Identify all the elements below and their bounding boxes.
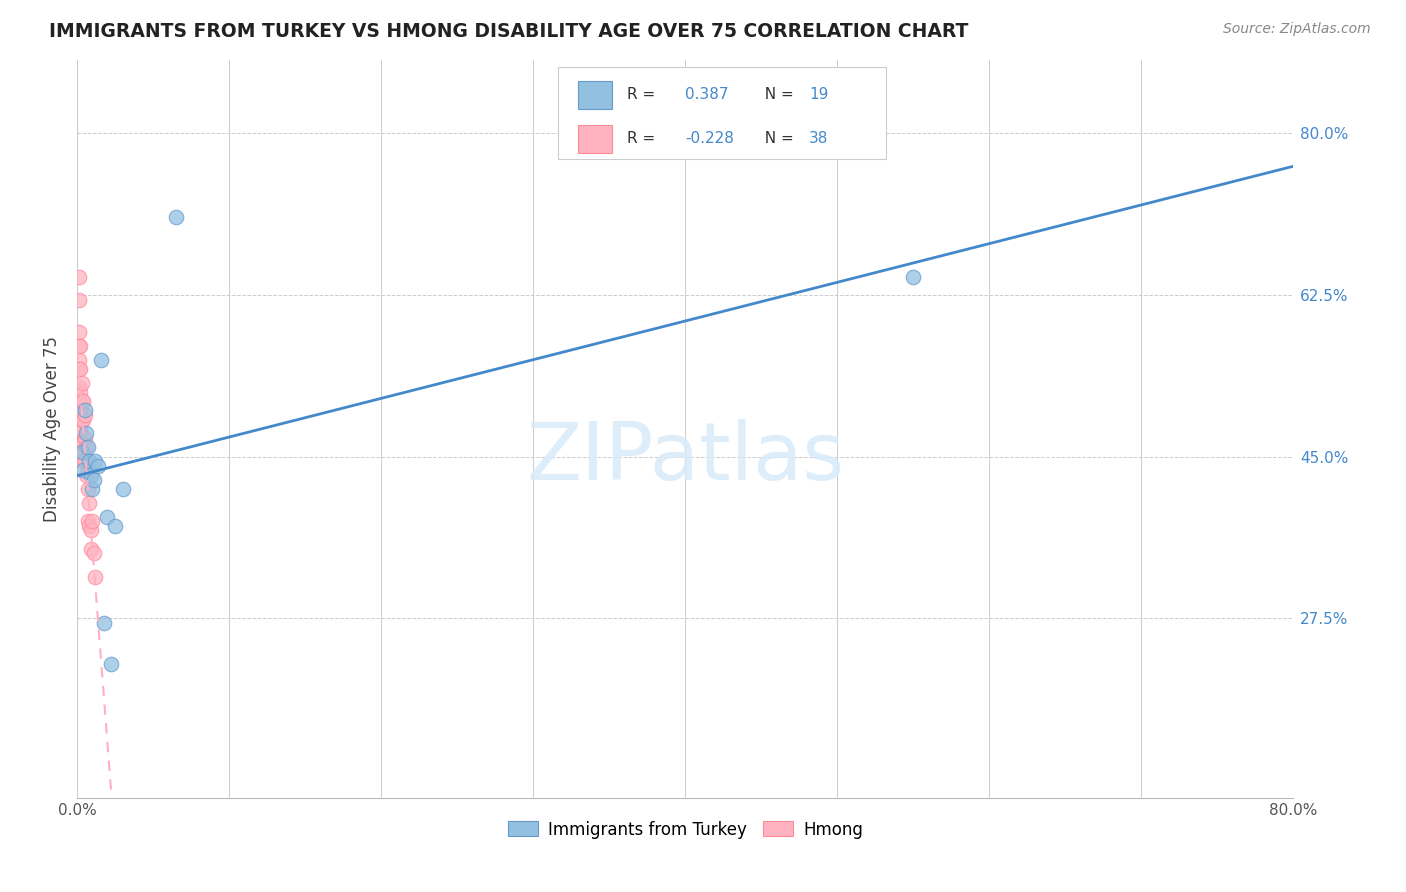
Point [77, 518, 100, 533]
Text: Source: ZipAtlas.com: Source: ZipAtlas.com [1223, 22, 1371, 37]
Point [96, 509, 118, 524]
Text: ZIPatlas: ZIPatlas [526, 419, 844, 498]
Point [70, 412, 93, 426]
FancyBboxPatch shape [558, 67, 886, 160]
Point [67, 269, 90, 284]
Point [67, 394, 90, 409]
Point [111, 482, 134, 496]
Text: 38: 38 [810, 131, 828, 146]
Point [77, 496, 100, 510]
Point [70, 394, 93, 409]
Point [73, 408, 96, 422]
Point [67, 339, 90, 353]
Point [67, 362, 90, 376]
Point [69, 339, 91, 353]
Point [80, 468, 103, 483]
Point [83, 547, 105, 561]
Point [75, 426, 97, 441]
Point [69, 445, 91, 459]
Text: R =: R = [627, 87, 659, 103]
Point [67, 293, 90, 307]
Point [69, 384, 91, 399]
Point [104, 518, 127, 533]
Point [67, 422, 90, 436]
Point [72, 454, 94, 468]
Point [165, 210, 187, 224]
Point [82, 514, 104, 528]
Point [72, 463, 94, 477]
Point [84, 454, 107, 468]
FancyBboxPatch shape [578, 125, 612, 153]
Point [70, 445, 93, 459]
FancyBboxPatch shape [578, 80, 612, 109]
Point [67, 325, 90, 339]
Point [80, 524, 103, 538]
Point [72, 394, 94, 409]
Text: N =: N = [755, 131, 799, 146]
Point [73, 403, 96, 417]
Point [90, 352, 112, 367]
Point [76, 514, 98, 528]
Point [87, 458, 110, 473]
Point [73, 431, 96, 445]
Text: 0.387: 0.387 [685, 87, 728, 103]
Legend: Immigrants from Turkey, Hmong: Immigrants from Turkey, Hmong [501, 814, 869, 846]
Point [75, 440, 97, 454]
Point [67, 352, 90, 367]
Text: IMMIGRANTS FROM TURKEY VS HMONG DISABILITY AGE OVER 75 CORRELATION CHART: IMMIGRANTS FROM TURKEY VS HMONG DISABILI… [49, 22, 969, 41]
Point [84, 569, 107, 583]
Point [69, 362, 91, 376]
Text: -0.228: -0.228 [685, 131, 734, 146]
Point [73, 454, 96, 468]
Point [82, 482, 104, 496]
Point [75, 468, 97, 483]
Text: 19: 19 [810, 87, 828, 103]
Point [67, 408, 90, 422]
Point [903, 269, 925, 284]
Text: R =: R = [627, 131, 659, 146]
Point [69, 422, 91, 436]
Point [67, 380, 90, 394]
Point [72, 435, 94, 450]
Point [70, 435, 93, 450]
Point [76, 482, 98, 496]
Point [69, 403, 91, 417]
Point [93, 615, 115, 630]
Point [70, 376, 93, 390]
Point [72, 412, 94, 426]
Point [80, 541, 103, 556]
Point [77, 454, 100, 468]
Point [83, 473, 105, 487]
Y-axis label: Disability Age Over 75: Disability Age Over 75 [44, 336, 60, 522]
Point [100, 657, 122, 672]
Text: N =: N = [755, 87, 799, 103]
Point [76, 440, 98, 454]
